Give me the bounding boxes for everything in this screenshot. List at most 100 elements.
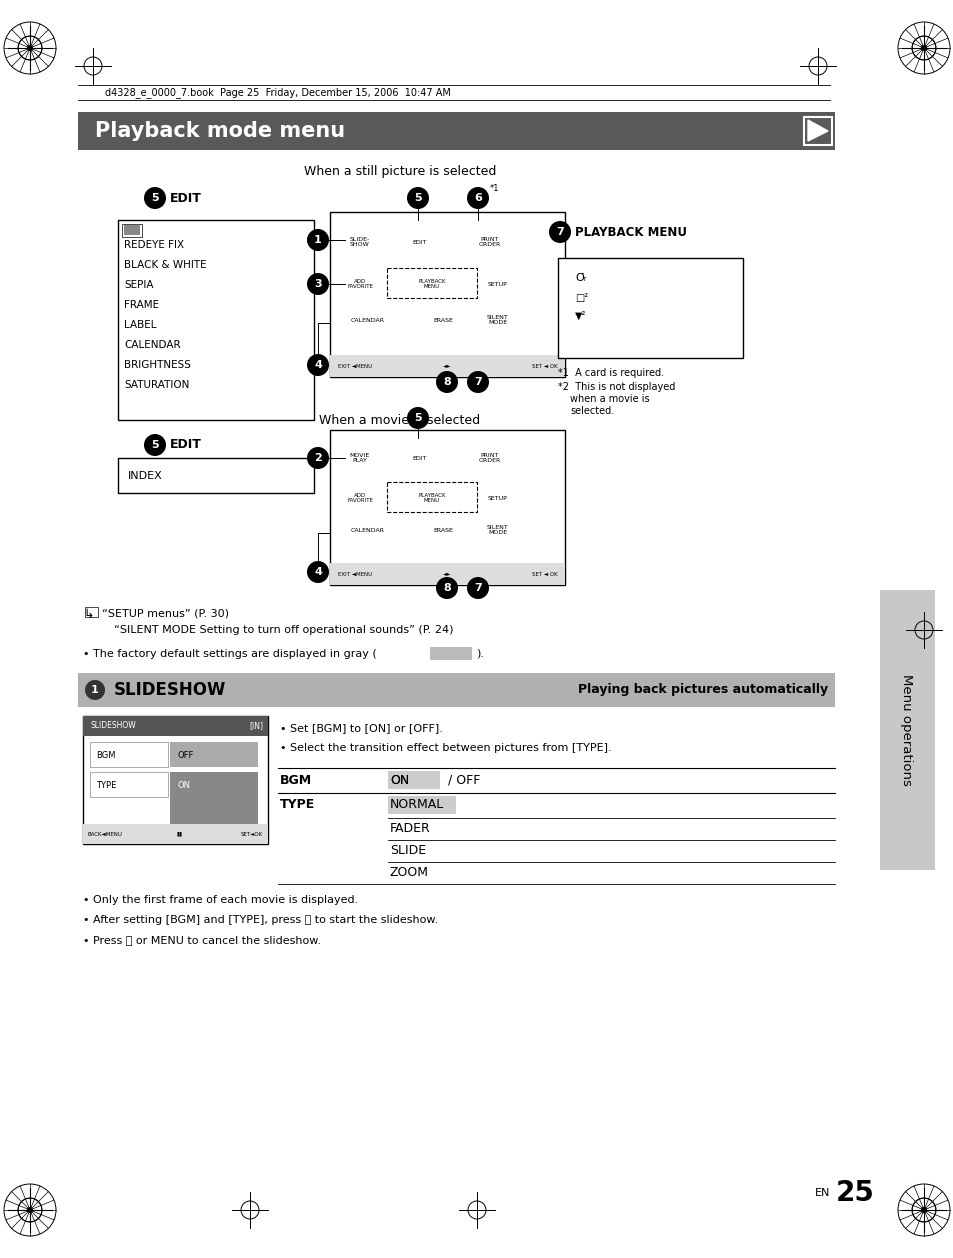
Bar <box>90 772 168 798</box>
Text: ON: ON <box>390 774 409 786</box>
Text: SILENT
MODE: SILENT MODE <box>487 525 508 536</box>
Text: 1: 1 <box>91 686 99 694</box>
Circle shape <box>307 447 329 469</box>
Text: • Set [BGM] to [ON] or [OFF].: • Set [BGM] to [ON] or [OFF]. <box>280 723 442 733</box>
Text: OFF: OFF <box>178 751 194 760</box>
Text: BGM: BGM <box>96 751 115 760</box>
Text: ADD
FAVORITE: ADD FAVORITE <box>347 493 373 503</box>
Text: Playback mode menu: Playback mode menu <box>95 121 345 141</box>
Bar <box>122 224 142 237</box>
Text: FRAME: FRAME <box>124 299 159 309</box>
Bar <box>85 608 98 616</box>
Text: 4: 4 <box>314 360 321 370</box>
Bar <box>83 824 268 844</box>
Text: [IN]: [IN] <box>249 722 263 731</box>
Text: 8: 8 <box>442 582 451 593</box>
Circle shape <box>27 1206 33 1213</box>
Text: TYPE: TYPE <box>280 799 314 811</box>
Text: SLIDESHOW: SLIDESHOW <box>113 681 226 699</box>
Text: • Select the transition effect between pictures from [TYPE].: • Select the transition effect between p… <box>280 743 611 754</box>
Text: *1  A card is required.: *1 A card is required. <box>558 369 663 377</box>
Bar <box>90 742 168 767</box>
Circle shape <box>307 353 329 376</box>
Bar <box>83 716 268 844</box>
Text: 6: 6 <box>474 192 481 203</box>
Text: “SETUP menus” (P. 30): “SETUP menus” (P. 30) <box>102 609 229 619</box>
Text: PRINT
ORDER: PRINT ORDER <box>478 237 500 248</box>
Circle shape <box>467 187 489 209</box>
Text: 7: 7 <box>556 226 563 237</box>
Text: When a movie is selected: When a movie is selected <box>319 414 480 426</box>
Text: d4328_e_0000_7.book  Page 25  Friday, December 15, 2006  10:47 AM: d4328_e_0000_7.book Page 25 Friday, Dece… <box>105 88 451 98</box>
Circle shape <box>436 371 457 392</box>
Bar <box>78 673 834 707</box>
Bar <box>387 482 476 512</box>
Text: ERASE: ERASE <box>433 527 453 532</box>
Text: BGM: BGM <box>280 774 312 786</box>
Text: SET ◄ OK: SET ◄ OK <box>532 571 558 576</box>
Bar <box>118 458 314 493</box>
Bar <box>388 771 439 789</box>
Text: ).: ). <box>476 649 483 659</box>
Text: selected.: selected. <box>569 406 614 416</box>
Text: SLIDESHOW: SLIDESHOW <box>91 722 136 731</box>
Text: Playing back pictures automatically: Playing back pictures automatically <box>578 683 827 697</box>
Text: ▼²: ▼² <box>575 311 586 321</box>
Circle shape <box>920 45 926 52</box>
Circle shape <box>407 408 429 429</box>
Text: 5: 5 <box>151 440 158 450</box>
Text: SET ◄ OK: SET ◄ OK <box>532 364 558 369</box>
Text: When a still picture is selected: When a still picture is selected <box>303 166 496 179</box>
Bar <box>170 742 257 767</box>
Text: PLAYBACK MENU: PLAYBACK MENU <box>575 225 686 239</box>
Bar <box>388 796 456 814</box>
Text: SETUP: SETUP <box>488 282 507 287</box>
Bar <box>803 117 831 145</box>
Circle shape <box>467 577 489 599</box>
Circle shape <box>144 434 166 455</box>
Bar <box>124 225 140 235</box>
Text: SLIDE-
SHOW: SLIDE- SHOW <box>350 237 370 248</box>
Text: when a movie is: when a movie is <box>569 394 649 404</box>
Text: 2: 2 <box>314 453 321 463</box>
Text: TYPE: TYPE <box>96 780 116 790</box>
Text: • Press Ⓢ or MENU to cancel the slideshow.: • Press Ⓢ or MENU to cancel the slidesho… <box>83 935 320 945</box>
Text: SILENT
MODE: SILENT MODE <box>487 314 508 326</box>
Text: 3: 3 <box>314 279 321 289</box>
Text: BLACK & WHITE: BLACK & WHITE <box>124 260 207 270</box>
Text: NORMAL: NORMAL <box>390 799 444 811</box>
Text: 5: 5 <box>414 413 421 423</box>
Text: EN: EN <box>814 1188 829 1198</box>
Text: CALENDAR: CALENDAR <box>351 317 385 322</box>
Bar <box>330 213 564 377</box>
Text: 7: 7 <box>474 582 481 593</box>
Bar <box>330 430 564 585</box>
Text: ◄►: ◄► <box>442 571 451 576</box>
Text: EDIT: EDIT <box>413 455 427 460</box>
Circle shape <box>144 187 166 209</box>
Text: 25: 25 <box>835 1179 874 1206</box>
Text: O̅ᵣ: O̅ᵣ <box>575 273 586 283</box>
Circle shape <box>27 45 33 52</box>
Text: *2  This is not displayed: *2 This is not displayed <box>558 382 675 392</box>
Text: REDEYE FIX: REDEYE FIX <box>124 240 184 250</box>
Text: ZOOM: ZOOM <box>390 866 429 878</box>
Text: ON: ON <box>390 774 409 786</box>
Text: 7: 7 <box>474 377 481 387</box>
Text: ▮▮: ▮▮ <box>177 832 183 837</box>
Text: EXIT ◄MENU: EXIT ◄MENU <box>337 364 372 369</box>
Text: 8: 8 <box>442 377 451 387</box>
Text: “SILENT MODE Setting to turn off operational sounds” (P. 24): “SILENT MODE Setting to turn off operati… <box>113 625 453 635</box>
Circle shape <box>548 221 571 243</box>
Text: • After setting [BGM] and [TYPE], press Ⓢ to start the slideshow.: • After setting [BGM] and [TYPE], press … <box>83 915 437 925</box>
Text: LABEL: LABEL <box>124 320 156 330</box>
Text: EXIT ◄MENU: EXIT ◄MENU <box>337 571 372 576</box>
Bar <box>330 355 564 377</box>
Circle shape <box>307 273 329 294</box>
Bar <box>879 590 934 871</box>
Bar <box>83 716 268 736</box>
Text: BRIGHTNESS: BRIGHTNESS <box>124 360 191 370</box>
Bar <box>170 772 257 832</box>
Text: 1: 1 <box>314 235 321 245</box>
Text: EDIT: EDIT <box>170 439 202 452</box>
